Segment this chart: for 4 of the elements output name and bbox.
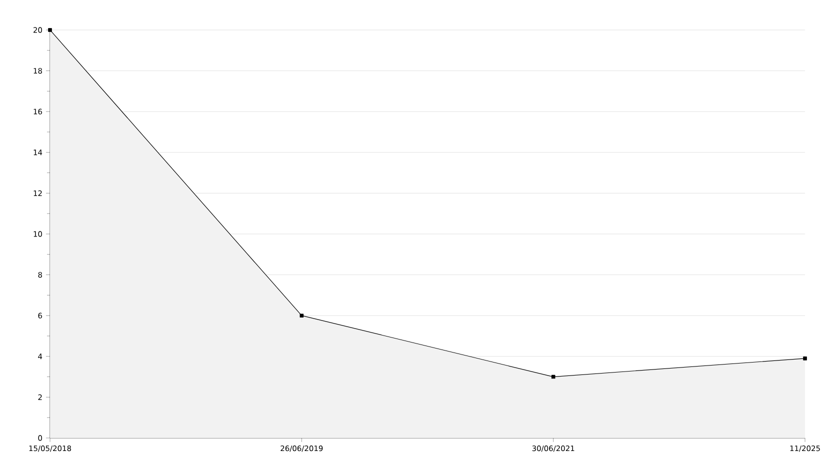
point (803, 356, 807, 360)
point (300, 314, 304, 318)
point (551, 374, 556, 379)
point (48, 28, 52, 32)
